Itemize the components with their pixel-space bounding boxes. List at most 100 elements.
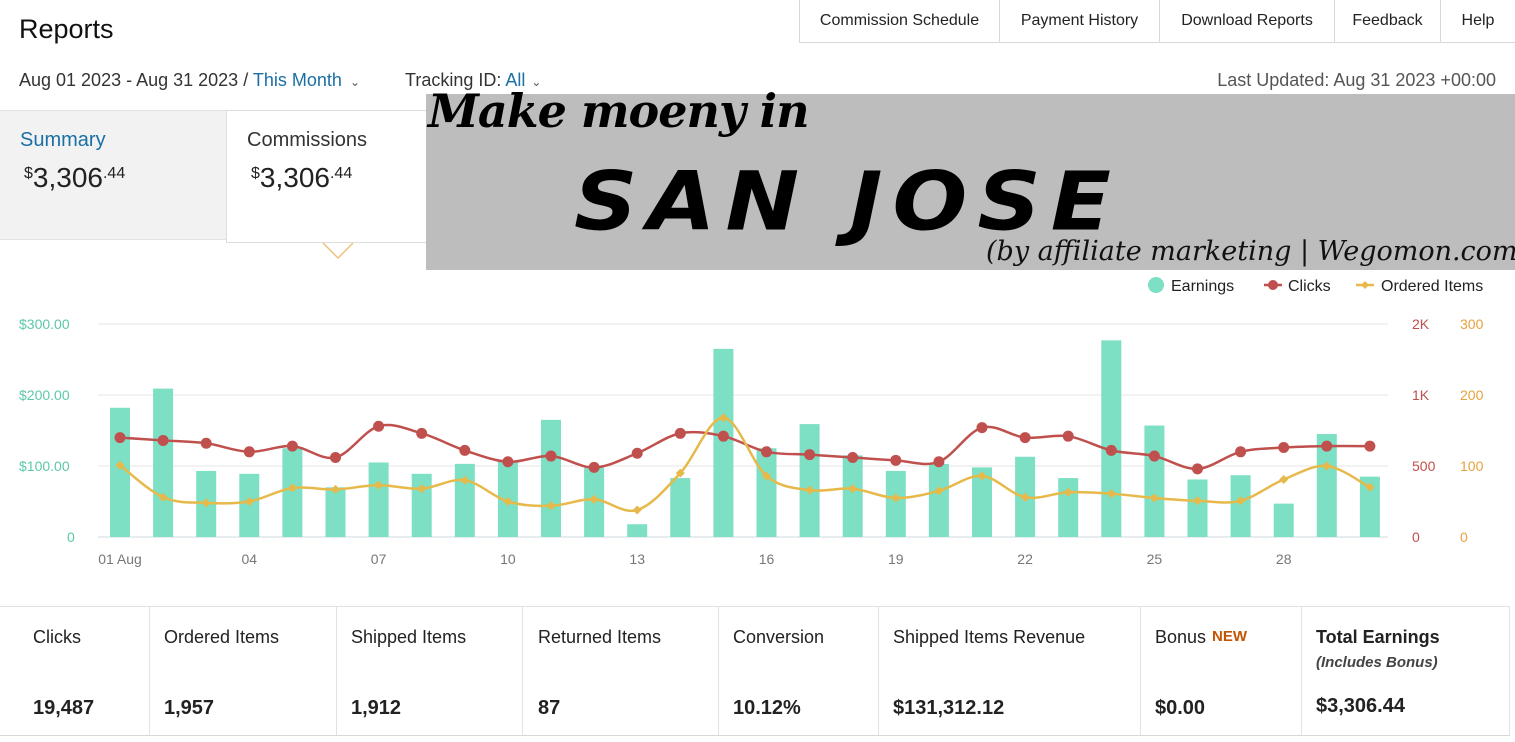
last-updated: Last Updated: Aug 31 2023 +00:00 [1217, 70, 1496, 90]
clicks-axis-tick: 2K [1412, 316, 1430, 332]
stat-total-earnings: Total Earnings (Includes Bonus) $3,306.44 [1302, 607, 1509, 735]
earnings-bar [713, 348, 734, 537]
commissions-amount: $3,306.44 [251, 162, 353, 193]
ordered-items-point [331, 484, 340, 494]
legend-ordered-label: Ordered Items [1381, 278, 1483, 295]
earnings-bar [1144, 425, 1165, 537]
ordered-items-point [1322, 461, 1332, 471]
earnings-bar [928, 463, 949, 537]
earnings-bar [1187, 479, 1208, 537]
x-axis-tick: 28 [1276, 551, 1292, 567]
clicks-point [1019, 432, 1031, 444]
earnings-bar [885, 470, 906, 537]
clicks-point [1062, 430, 1074, 442]
clicks-point [502, 456, 514, 468]
earnings-bar [153, 388, 174, 537]
stat-value: $0.00 [1155, 697, 1206, 719]
summary-amount: $3,306.44 [24, 162, 126, 193]
tab-summary[interactable]: Summary $3,306.44 [0, 110, 226, 240]
clicks-point [114, 432, 126, 444]
ordered-items-point [374, 480, 384, 490]
ordered-items-point [1106, 489, 1116, 499]
chevron-down-icon[interactable]: ⌄ [531, 75, 542, 89]
stat-conversion: Conversion 10.12% [719, 607, 879, 735]
earnings-bar [627, 524, 648, 537]
ordered-items-point [977, 471, 987, 481]
nav-help[interactable]: Help [1461, 12, 1495, 29]
page-title: Reports [19, 14, 114, 44]
earnings-bar [1101, 340, 1122, 537]
earnings-bar [972, 467, 992, 537]
stat-value: $3,306.44 [1316, 695, 1405, 717]
stat-label: Shipped Items Revenue [893, 627, 1086, 647]
ordered-items-point [934, 486, 944, 496]
stat-value: 1,912 [351, 697, 402, 719]
clicks-point [674, 427, 686, 439]
clicks-point [200, 437, 212, 449]
tracking-select[interactable]: All [505, 70, 526, 90]
clicks-point [804, 449, 816, 461]
nav-download-reports[interactable]: Download Reports [1160, 0, 1335, 42]
nav-feedback[interactable]: Feedback [1335, 0, 1441, 42]
ordered-items-point [546, 501, 556, 511]
stat-label: Returned Items [538, 627, 662, 647]
stat-label: Clicks [33, 627, 81, 647]
date-range-filter[interactable]: Aug 01 2023 - Aug 31 2023 / This Month ⌄ [19, 70, 360, 91]
legend-earnings-label: Earnings [1171, 278, 1234, 295]
ordered-axis-tick: 200 [1460, 387, 1484, 403]
stat-clicks: Clicks 19,487 [0, 607, 150, 735]
ordered-items-point [1279, 474, 1289, 484]
banner-city: SAN JOSE [574, 154, 1121, 249]
performance-chart: 0 $100.00 $200.00 $300.00 0 500 1K 2K 0 100 200 300… [19, 277, 1484, 567]
clicks-point [1278, 442, 1290, 454]
earnings-bar [282, 448, 303, 537]
clicks-point [1148, 450, 1160, 462]
left-axis-tick: 0 [67, 529, 75, 545]
left-axis-tick: $200.00 [19, 387, 70, 403]
stat-label: Conversion [733, 627, 825, 647]
ordered-items-point [201, 498, 211, 508]
tracking-id-filter[interactable]: Tracking ID: All ⌄ [405, 70, 541, 91]
clicks-point [717, 430, 729, 442]
clicks-point [545, 450, 557, 462]
earnings-bar [325, 487, 346, 537]
clicks-point [1105, 444, 1117, 456]
ordered-items-point [891, 493, 901, 503]
clicks-point [1364, 440, 1376, 452]
clicks-point [631, 447, 643, 459]
legend-clicks-swatch [1268, 280, 1278, 290]
nav-commission-schedule[interactable]: Commission Schedule [800, 0, 1000, 42]
clicks-point [1192, 463, 1203, 475]
date-range-text: Aug 01 2023 - Aug 31 2023 / [19, 70, 249, 90]
stat-label: Bonus NEW [1155, 627, 1248, 647]
ordered-items-point [632, 505, 642, 515]
x-axis-tick: 25 [1147, 551, 1163, 567]
clicks-point [976, 422, 988, 434]
stat-bonus: Bonus NEW $0.00 [1141, 607, 1302, 735]
stat-ordered-items: Ordered Items 1,957 [150, 607, 337, 735]
ordered-axis-tick: 100 [1460, 458, 1484, 474]
clicks-point [459, 444, 471, 456]
nav-payment-history[interactable]: Payment History [1000, 0, 1160, 42]
top-nav: Commission Schedule Payment History Down… [799, 0, 1515, 43]
chevron-down-icon[interactable]: ⌄ [349, 75, 360, 89]
tab-commissions[interactable]: Commissions $3,306.44 [226, 110, 426, 243]
stat-label: Shipped Items [351, 627, 467, 647]
period-select[interactable]: This Month [252, 70, 342, 90]
earnings-bar [368, 462, 389, 537]
ordered-items-point [762, 471, 771, 481]
x-axis-tick: 22 [1017, 551, 1033, 567]
ordered-items-point [1020, 492, 1030, 502]
clicks-point [157, 434, 169, 446]
stat-value: 10.12% [733, 697, 801, 719]
stat-sublabel: (Includes Bonus) [1316, 654, 1438, 671]
earnings-bar [411, 473, 432, 537]
ordered-items-line [119, 416, 1371, 513]
tab-summary-label: Summary [20, 129, 106, 151]
ordered-axis-tick: 300 [1460, 316, 1484, 332]
ordered-items-point [417, 484, 427, 494]
ordered-items-point [1193, 496, 1202, 506]
clicks-line [119, 423, 1370, 471]
clicks-point [588, 461, 600, 473]
legend-ordered-swatch [1361, 281, 1369, 289]
